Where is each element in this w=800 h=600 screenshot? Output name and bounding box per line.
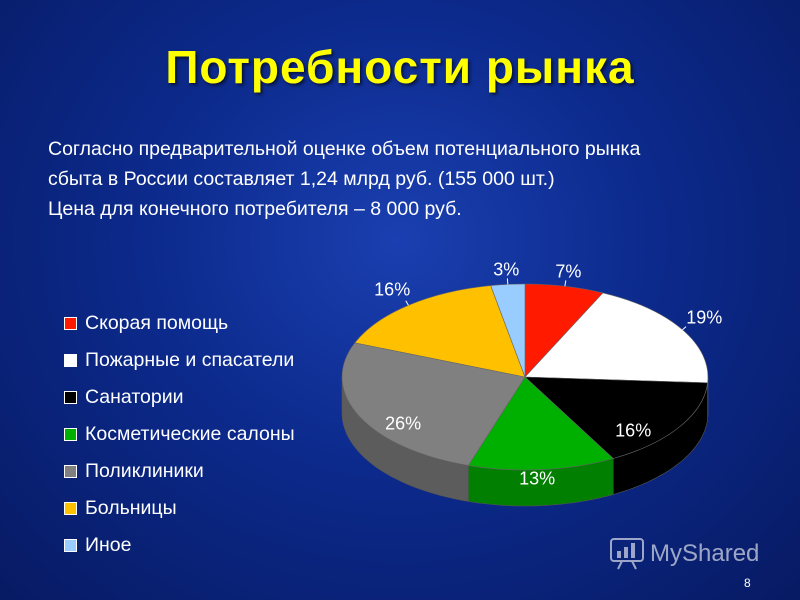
pie-slice — [467, 376, 614, 471]
legend-swatch — [64, 317, 77, 330]
pie-slice — [524, 292, 709, 384]
watermark: MyShared — [610, 536, 759, 572]
legend-label: Косметические салоны — [85, 423, 295, 445]
legend-label: Пожарные и спасатели — [85, 349, 295, 371]
legend-swatch — [64, 465, 77, 478]
myshared-logo-icon — [610, 538, 644, 570]
chart-legend: Скорая помощь Пожарные и спасатели Санат… — [64, 305, 295, 564]
legend-swatch — [64, 428, 77, 441]
intro-text: Согласно предварительной оценке объем по… — [48, 134, 768, 224]
pie-leader-line — [405, 300, 409, 306]
legend-item: Скорая помощь — [64, 305, 295, 342]
legend-item: Иное — [64, 527, 295, 564]
pie-leader-line — [564, 280, 567, 287]
pie-data-label: 3% — [493, 262, 519, 279]
legend-swatch — [64, 539, 77, 552]
legend-item: Поликлиники — [64, 453, 295, 490]
page-number: 8 — [744, 576, 751, 590]
legend-item: Больницы — [64, 490, 295, 527]
legend-item: Санатории — [64, 379, 295, 416]
pie-chart: 7% 19% 16% 13% 26% 16% 3% — [341, 262, 722, 507]
pie-slice — [341, 342, 526, 466]
watermark-text: MyShared — [650, 540, 760, 567]
pie-data-label: 19% — [686, 307, 722, 327]
pie-slice — [524, 376, 708, 459]
legend-swatch — [64, 354, 77, 367]
pie-data-label: 26% — [385, 413, 421, 433]
legend-label: Скорая помощь — [85, 312, 229, 334]
legend-item: Пожарные и спасатели — [64, 342, 295, 379]
intro-line: Цена для конечного потребителя – 8 000 р… — [48, 198, 462, 220]
pie-data-label: 16% — [374, 279, 410, 299]
legend-label: Больницы — [85, 497, 177, 519]
legend-label: Иное — [85, 534, 132, 556]
legend-swatch — [64, 502, 77, 515]
pie-data-label: 7% — [555, 262, 581, 281]
pie-slice — [354, 285, 526, 378]
slide-title: Потребности рынка — [165, 41, 635, 93]
legend-label: Санатории — [85, 386, 184, 408]
legend-label: Поликлиники — [85, 460, 204, 482]
legend-swatch — [64, 391, 77, 404]
intro-line: Согласно предварительной оценке объем по… — [48, 138, 641, 160]
pie-data-label: 13% — [519, 469, 555, 489]
pie-leader-line — [682, 326, 687, 331]
pie-data-label: 16% — [615, 421, 651, 441]
intro-line: сбыта в России составляет 1,24 млрд руб.… — [48, 168, 555, 190]
legend-item: Косметические салоны — [64, 416, 295, 453]
